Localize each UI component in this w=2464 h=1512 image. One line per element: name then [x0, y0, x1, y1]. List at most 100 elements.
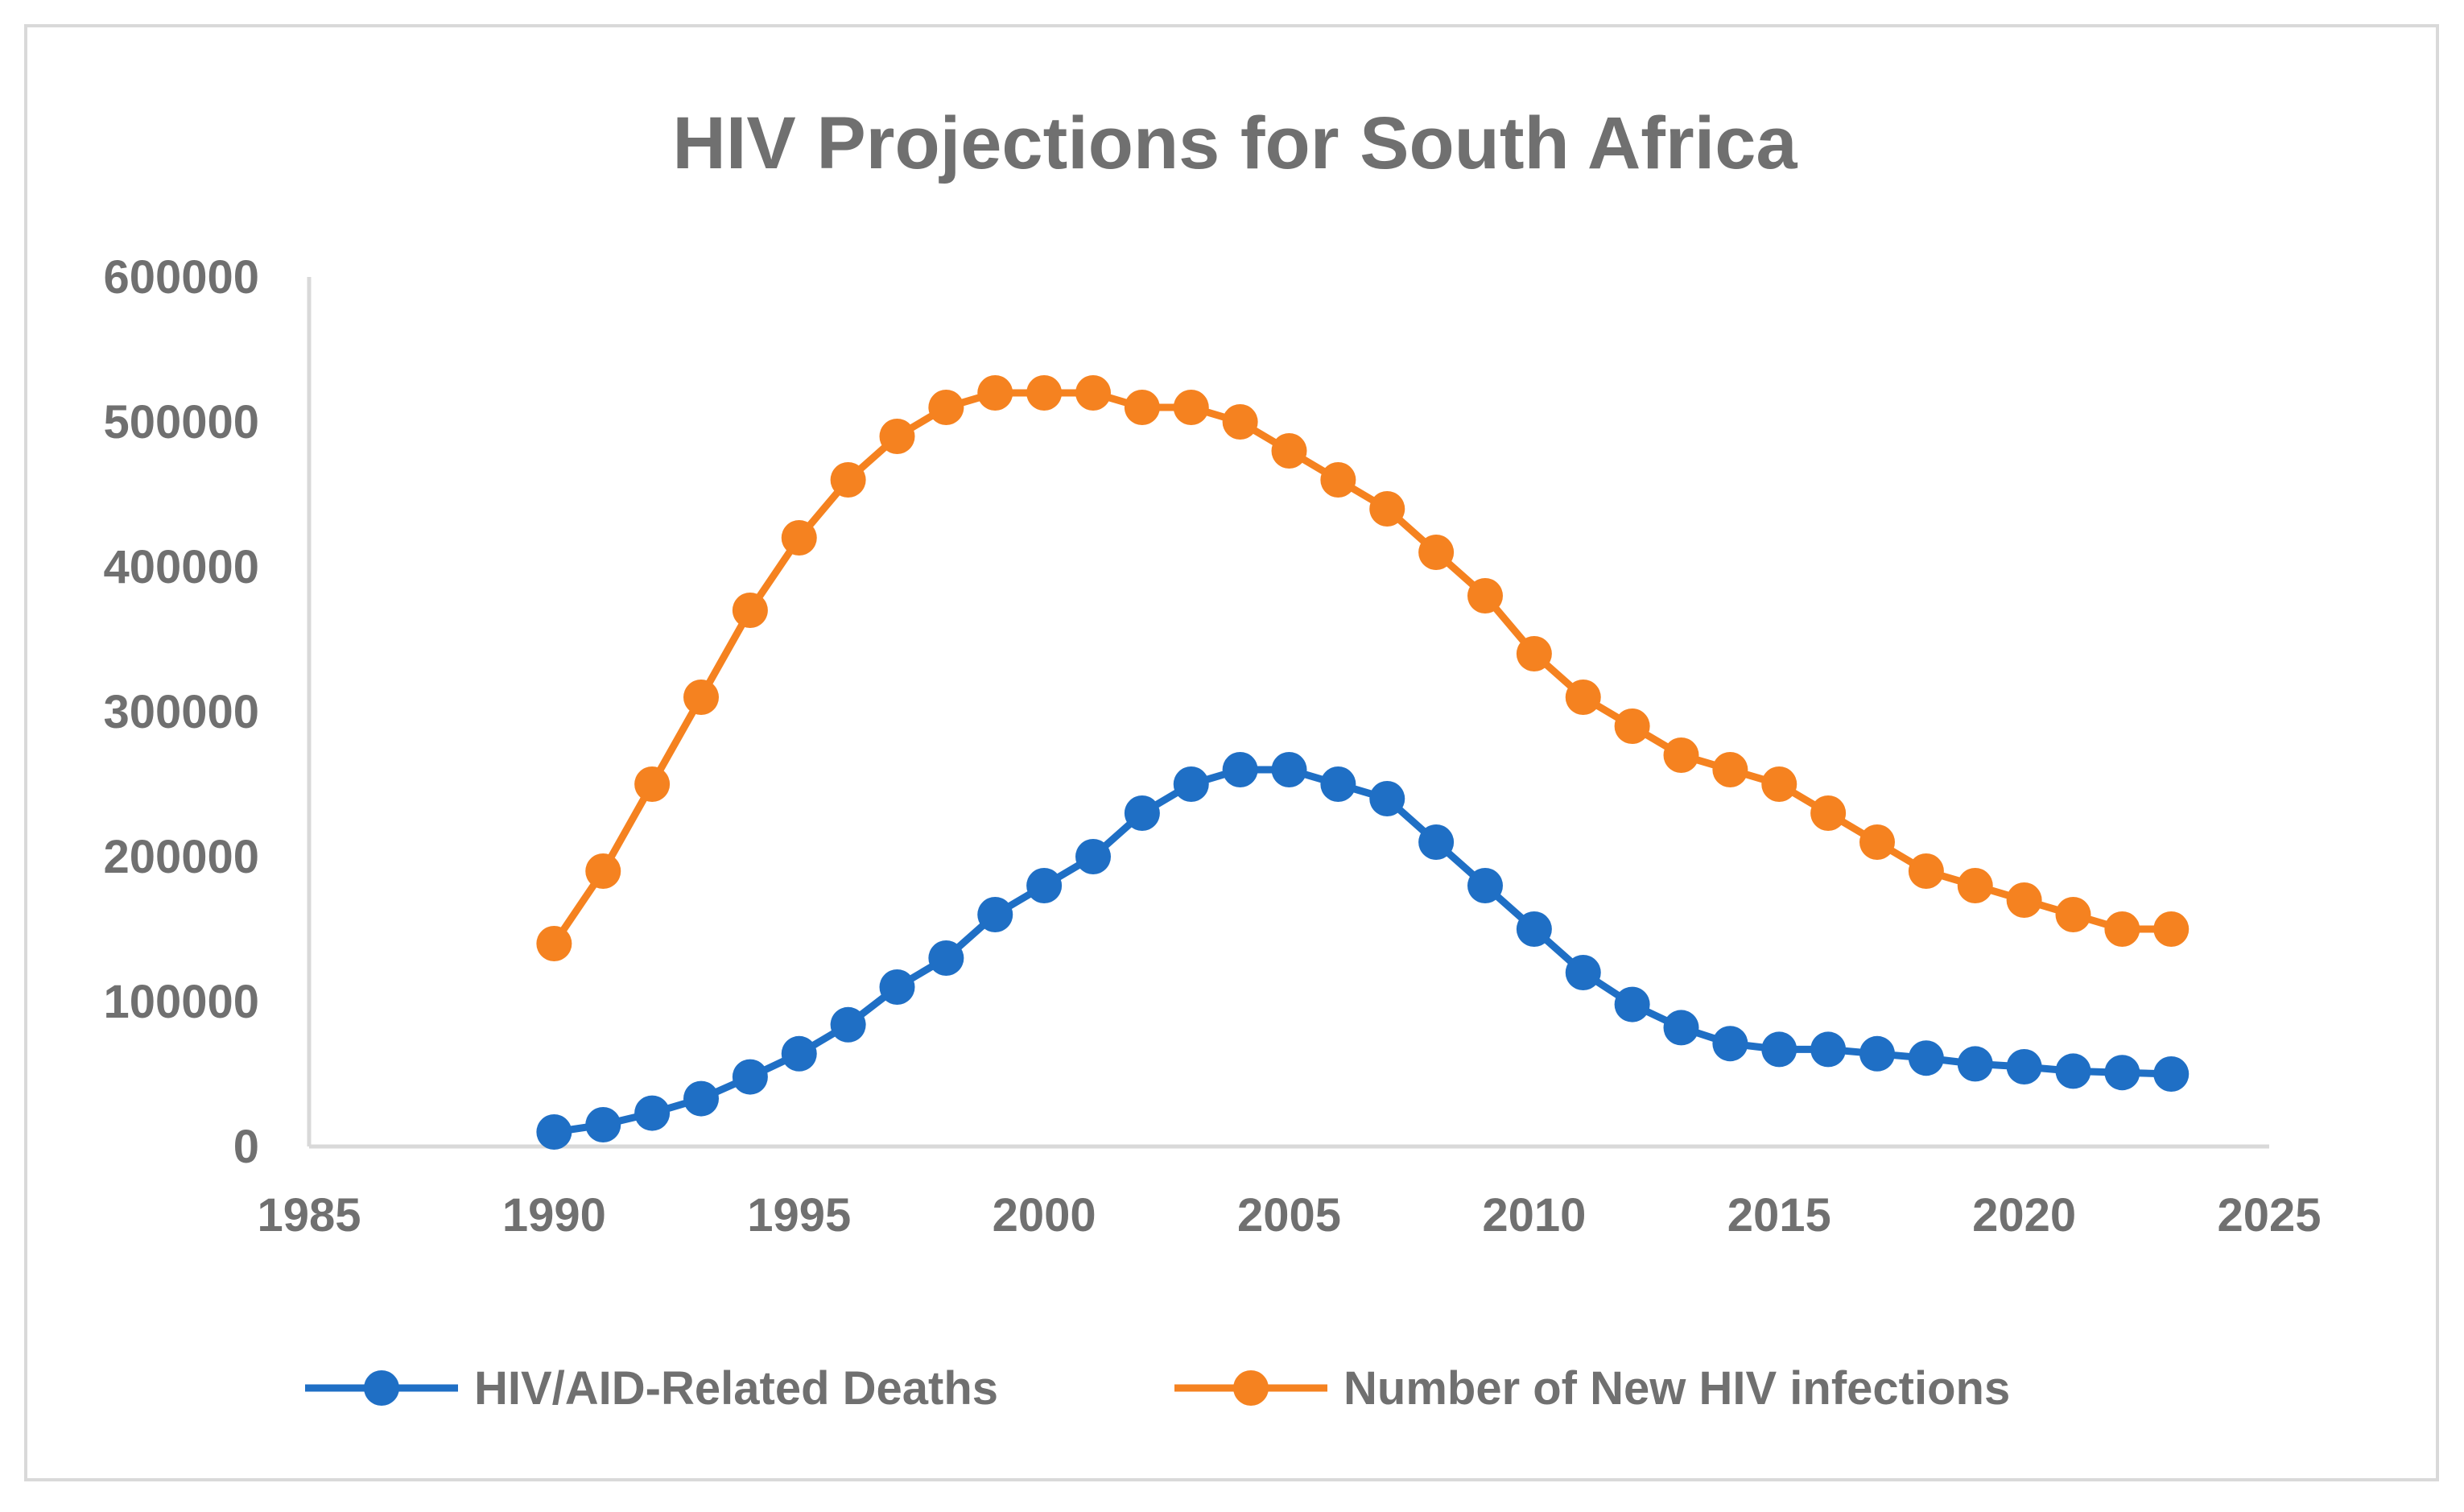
- x-tick-label: 1990: [502, 1189, 606, 1241]
- legend-item: HIV/AID-Related Deaths: [305, 1362, 998, 1415]
- data-point: [1957, 868, 1993, 903]
- x-tick-label: 2000: [993, 1189, 1096, 1241]
- y-tick-label: 400000: [103, 541, 259, 593]
- chart-canvas: HIV Projections for South Africa 0 100000…: [103, 102, 2321, 1415]
- data-point: [1369, 781, 1405, 816]
- data-point: [1075, 375, 1111, 411]
- data-point: [2104, 1055, 2140, 1091]
- data-point: [585, 1107, 621, 1142]
- data-point: [1614, 986, 1650, 1022]
- data-point: [1124, 795, 1160, 831]
- data-point: [928, 390, 964, 425]
- data-point: [1026, 375, 1063, 411]
- series-1: [536, 752, 2190, 1150]
- data-point: [1173, 766, 1209, 802]
- data-point: [2006, 882, 2042, 918]
- x-tick-label: 2015: [1727, 1189, 1831, 1241]
- data-point: [2055, 897, 2091, 932]
- series-layer: [536, 375, 2190, 1150]
- data-point: [1320, 462, 1356, 498]
- data-point: [683, 680, 719, 715]
- data-point: [2104, 911, 2140, 947]
- legend-swatch-marker: [364, 1370, 399, 1406]
- data-point: [732, 1059, 768, 1095]
- data-point: [977, 375, 1013, 411]
- data-point: [1663, 737, 1699, 773]
- y-tick-label: 300000: [103, 686, 259, 738]
- legend-item: Number of New HIV infections: [1174, 1362, 2010, 1415]
- data-point: [634, 766, 671, 802]
- data-point: [1614, 708, 1650, 744]
- x-tick-label: 2005: [1237, 1189, 1341, 1241]
- data-point: [2153, 911, 2190, 947]
- series-2: [536, 375, 2190, 961]
- x-tick-label: 1995: [747, 1189, 851, 1241]
- axes: 0 100000 200000 300000 400000 500000 600000 198…: [103, 251, 2321, 1241]
- data-point: [1271, 433, 1307, 469]
- data-point: [1761, 766, 1797, 802]
- data-point: [1222, 404, 1258, 440]
- series-line: [553, 766, 2172, 1136]
- data-point: [830, 462, 866, 498]
- data-point: [830, 1006, 866, 1043]
- chart-frame: HIV Projections for South Africa 0 100000…: [24, 24, 2439, 1481]
- y-tick-label: 100000: [103, 976, 259, 1028]
- data-point: [536, 1114, 572, 1150]
- data-point: [1026, 868, 1063, 903]
- data-point: [1467, 578, 1503, 613]
- data-point: [1712, 752, 1748, 787]
- data-point: [683, 1080, 719, 1117]
- x-tick-label: 2010: [1482, 1189, 1586, 1241]
- data-point: [1516, 636, 1552, 671]
- legend-label: Number of New HIV infections: [1343, 1362, 2010, 1415]
- data-point: [928, 940, 964, 976]
- data-point: [1761, 1031, 1797, 1068]
- y-tick-label: 500000: [103, 396, 259, 448]
- data-point: [1418, 824, 1455, 860]
- data-point: [585, 853, 621, 889]
- data-point: [536, 926, 572, 961]
- data-point: [1810, 795, 1847, 831]
- data-point: [1222, 752, 1258, 787]
- data-point: [1516, 911, 1552, 947]
- data-point: [2055, 1053, 2091, 1089]
- data-point: [1859, 1035, 1895, 1072]
- data-point: [1565, 955, 1601, 990]
- legend: HIV/AID-Related Deaths Number of New HIV …: [305, 1362, 2010, 1415]
- legend-swatch-marker: [1233, 1370, 1269, 1406]
- data-point: [1712, 1026, 1748, 1062]
- data-point: [732, 593, 768, 628]
- data-point: [634, 1095, 671, 1131]
- data-point: [1810, 1031, 1847, 1068]
- y-tick-label: 200000: [103, 831, 259, 883]
- data-point: [879, 969, 915, 1005]
- data-point: [1075, 839, 1111, 874]
- data-point: [1271, 752, 1307, 787]
- data-point: [2006, 1049, 2042, 1084]
- data-point: [1369, 491, 1405, 527]
- data-point: [1173, 390, 1209, 425]
- data-point: [781, 520, 817, 556]
- data-point: [1565, 680, 1601, 715]
- data-point: [2153, 1056, 2190, 1092]
- legend-label: HIV/AID-Related Deaths: [474, 1362, 998, 1415]
- data-point: [1957, 1046, 1993, 1082]
- y-tick-label: 600000: [103, 251, 259, 304]
- data-point: [1859, 824, 1895, 860]
- y-tick-label: 0: [233, 1121, 259, 1173]
- data-point: [1124, 390, 1160, 425]
- data-point: [1418, 535, 1455, 570]
- data-point: [1320, 766, 1356, 802]
- data-point: [977, 897, 1013, 932]
- data-point: [1908, 853, 1944, 889]
- data-point: [1908, 1040, 1944, 1076]
- data-point: [1467, 868, 1503, 903]
- x-tick-label: 2020: [1972, 1189, 2076, 1241]
- data-point: [781, 1035, 817, 1072]
- x-tick-label: 1985: [257, 1189, 361, 1241]
- data-point: [1663, 1010, 1699, 1046]
- series-line: [551, 389, 2172, 946]
- chart-title: HIV Projections for South Africa: [672, 102, 1797, 184]
- data-point: [879, 419, 915, 454]
- x-tick-label: 2025: [2217, 1189, 2321, 1241]
